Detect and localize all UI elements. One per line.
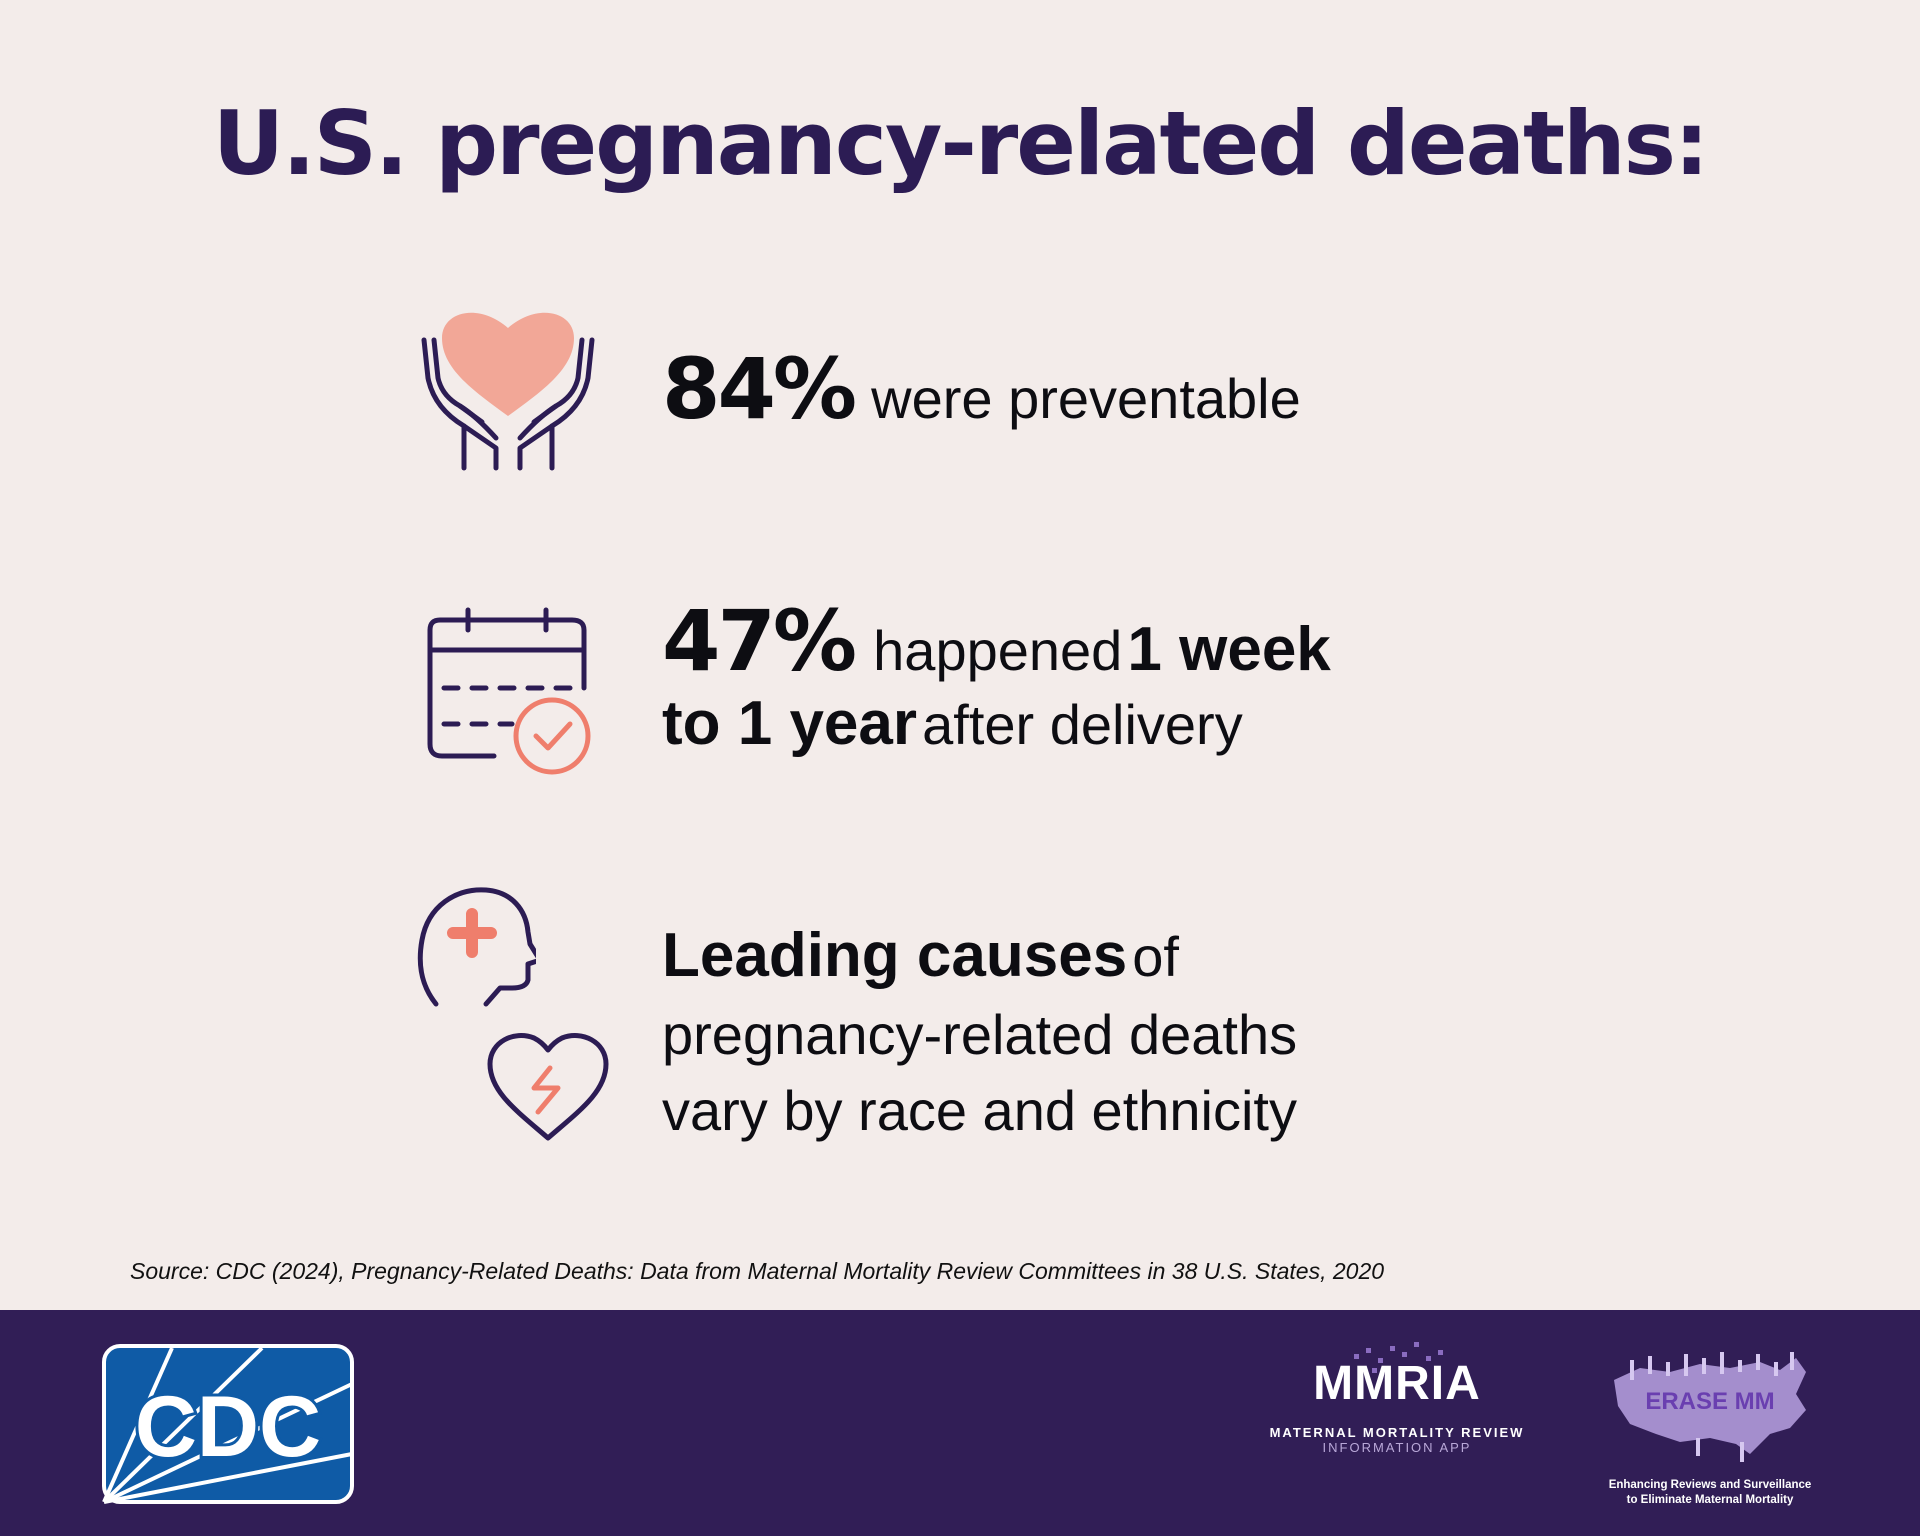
stat-timing-line1: 47% happened 1 week (662, 592, 1331, 690)
stat-bold-text: Leading causes (662, 921, 1128, 990)
erase-mm-subtitle-2: to Eliminate Maternal Mortality (1626, 1494, 1794, 1506)
mmria-logo-text: MMRIA (1313, 1357, 1481, 1410)
source-citation: Source: CDC (2024), Pregnancy-Related De… (130, 1258, 1385, 1284)
erase-mm-subtitle: Enhancing Reviews and Surveillance to El… (1600, 1478, 1820, 1508)
stat-percent: 47% (662, 592, 857, 690)
stat-text: of (1132, 925, 1179, 988)
calendar-check-icon (427, 607, 591, 775)
stat-causes-line2: pregnancy-related deaths (662, 1003, 1298, 1066)
stat-causes-line1: Leading causes of (662, 920, 1179, 991)
stat-bold-text: to 1 year (662, 689, 918, 758)
heart-in-hands-icon (421, 312, 595, 471)
stat-text: happened (873, 619, 1123, 682)
page-title: U.S. pregnancy-related deaths: (212, 92, 1709, 195)
footer-bar: CDC MMRIA MATERNAL MORTALITY REVIEW INFO… (0, 1310, 1920, 1536)
stat-bold-text: 1 week (1127, 615, 1331, 684)
erase-mm-subtitle-1: Enhancing Reviews and Surveillance (1608, 1479, 1812, 1491)
cdc-logo-text: CDC (135, 1379, 321, 1475)
stat-preventable: 84% were preventable (662, 340, 1301, 438)
stat-timing-line2: to 1 year after delivery (662, 688, 1243, 759)
mmria-dots-graphic (1354, 1342, 1443, 1373)
stat-percent: 84% (662, 340, 857, 438)
stat-text: were preventable (871, 367, 1301, 430)
mmria-subtitle-2: INFORMATION APP (1322, 1440, 1472, 1455)
mmria-logo: MMRIA MATERNAL MORTALITY REVIEW INFORMAT… (1262, 1342, 1532, 1455)
cdc-logo: CDC (102, 1344, 354, 1504)
head-with-medical-cross-icon (417, 887, 536, 1007)
mmria-subtitle-1: MATERNAL MORTALITY REVIEW (1269, 1425, 1525, 1440)
us-map-graphic (1614, 1352, 1806, 1462)
erase-mm-logo-text: ERASE MM (1645, 1388, 1775, 1415)
broken-heart-icon (487, 1033, 609, 1141)
stat-text: after delivery (922, 693, 1243, 756)
stat-causes-line3: vary by race and ethnicity (662, 1079, 1297, 1142)
